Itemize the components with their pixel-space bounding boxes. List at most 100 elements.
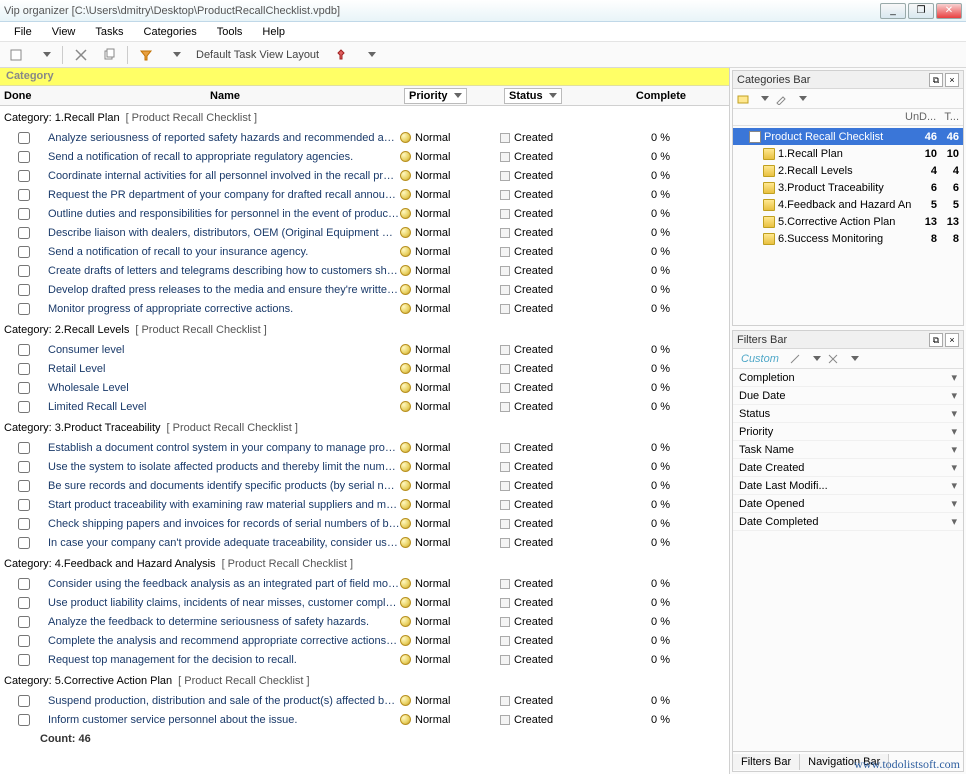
done-checkbox[interactable]	[4, 208, 44, 220]
task-status[interactable]: Created	[500, 284, 600, 296]
task-status[interactable]: Created	[500, 695, 600, 707]
filter-item[interactable]: Date Last Modifi...▾	[733, 477, 963, 495]
menu-view[interactable]: View	[44, 24, 84, 40]
task-status[interactable]: Created	[500, 499, 600, 511]
done-checkbox[interactable]	[4, 597, 44, 609]
edit-icon[interactable]	[775, 93, 787, 105]
task-priority[interactable]: Normal	[400, 695, 500, 707]
task-row[interactable]: Coordinate internal activities for all p…	[0, 166, 729, 185]
task-row[interactable]: Limited Recall LevelNormalCreated0 %	[0, 397, 729, 416]
task-row[interactable]: Establish a document control system in y…	[0, 438, 729, 457]
close-button[interactable]: ✕	[936, 3, 962, 19]
task-row[interactable]: Monitor progress of appropriate correcti…	[0, 299, 729, 318]
chevron-down-icon[interactable]	[755, 93, 769, 105]
done-checkbox[interactable]	[4, 537, 44, 549]
filter-item[interactable]: Task Name▾	[733, 441, 963, 459]
done-checkbox[interactable]	[4, 578, 44, 590]
task-status[interactable]: Created	[500, 132, 600, 144]
menu-categories[interactable]: Categories	[136, 24, 205, 40]
grid-body[interactable]: Category: 1.Recall Plan[ Product Recall …	[0, 106, 729, 774]
task-status[interactable]: Created	[500, 246, 600, 258]
tab-filters-bar[interactable]: Filters Bar	[733, 754, 800, 770]
filter-item[interactable]: Date Created▾	[733, 459, 963, 477]
task-row[interactable]: Send a notification of recall to appropr…	[0, 147, 729, 166]
done-checkbox[interactable]	[4, 480, 44, 492]
close-icon[interactable]: ×	[945, 73, 959, 87]
task-status[interactable]: Created	[500, 382, 600, 394]
tree-item[interactable]: 4.Feedback and Hazard Analys55	[733, 196, 963, 213]
tree-col-undone[interactable]: UnD...	[905, 111, 935, 123]
chevron-down-icon[interactable]	[164, 45, 184, 65]
col-done[interactable]: Done	[0, 90, 50, 102]
category-row[interactable]: Category: 2.Recall Levels[ Product Recal…	[0, 318, 729, 340]
task-priority[interactable]: Normal	[400, 442, 500, 454]
task-row[interactable]: Suspend production, distribution and sal…	[0, 691, 729, 710]
task-status[interactable]: Created	[500, 208, 600, 220]
tree-item[interactable]: 3.Product Traceability66	[733, 179, 963, 196]
tree-item[interactable]: 5.Corrective Action Plan1313	[733, 213, 963, 230]
done-checkbox[interactable]	[4, 151, 44, 163]
minimize-button[interactable]: _	[880, 3, 906, 19]
chevron-down-icon[interactable]	[34, 45, 54, 65]
task-status[interactable]: Created	[500, 461, 600, 473]
task-priority[interactable]: Normal	[400, 344, 500, 356]
custom-filter-label[interactable]: Custom	[737, 351, 783, 367]
task-row[interactable]: Wholesale LevelNormalCreated0 %	[0, 378, 729, 397]
task-row[interactable]: Request the PR department of your compan…	[0, 185, 729, 204]
restore-icon[interactable]: ⧉	[929, 73, 943, 87]
task-priority[interactable]: Normal	[400, 714, 500, 726]
task-row[interactable]: Send a notification of recall to your in…	[0, 242, 729, 261]
task-priority[interactable]: Normal	[400, 227, 500, 239]
task-priority[interactable]: Normal	[400, 265, 500, 277]
task-priority[interactable]: Normal	[400, 597, 500, 609]
filter-item[interactable]: Priority▾	[733, 423, 963, 441]
category-row[interactable]: Category: 4.Feedback and Hazard Analysis…	[0, 552, 729, 574]
tree-col-total[interactable]: T...	[935, 111, 959, 123]
task-row[interactable]: Use the system to isolate affected produ…	[0, 457, 729, 476]
task-status[interactable]: Created	[500, 303, 600, 315]
copy-icon[interactable]	[99, 45, 119, 65]
filter-item[interactable]: Date Completed▾	[733, 513, 963, 531]
task-priority[interactable]: Normal	[400, 208, 500, 220]
task-row[interactable]: Create drafts of letters and telegrams d…	[0, 261, 729, 280]
tree-item[interactable]: 6.Success Monitoring88	[733, 230, 963, 247]
filter-icon[interactable]	[136, 45, 156, 65]
new-icon[interactable]	[6, 45, 26, 65]
task-priority[interactable]: Normal	[400, 151, 500, 163]
task-priority[interactable]: Normal	[400, 518, 500, 530]
cut-icon[interactable]	[71, 45, 91, 65]
task-priority[interactable]: Normal	[400, 246, 500, 258]
done-checkbox[interactable]	[4, 303, 44, 315]
done-checkbox[interactable]	[4, 189, 44, 201]
category-row[interactable]: Category: 3.Product Traceability[ Produc…	[0, 416, 729, 438]
task-status[interactable]: Created	[500, 170, 600, 182]
chevron-down-icon[interactable]	[793, 93, 807, 105]
task-row[interactable]: Request top management for the decision …	[0, 650, 729, 669]
category-band[interactable]: Category	[0, 68, 729, 86]
task-status[interactable]: Created	[500, 151, 600, 163]
task-status[interactable]: Created	[500, 714, 600, 726]
task-priority[interactable]: Normal	[400, 189, 500, 201]
menu-help[interactable]: Help	[254, 24, 293, 40]
restore-icon[interactable]: ⧉	[929, 333, 943, 347]
task-priority[interactable]: Normal	[400, 382, 500, 394]
task-status[interactable]: Created	[500, 401, 600, 413]
task-row[interactable]: Complete the analysis and recommend appr…	[0, 631, 729, 650]
task-priority[interactable]: Normal	[400, 537, 500, 549]
done-checkbox[interactable]	[4, 344, 44, 356]
col-name[interactable]: Name	[50, 90, 400, 102]
done-checkbox[interactable]	[4, 132, 44, 144]
done-checkbox[interactable]	[4, 635, 44, 647]
task-row[interactable]: In case your company can't provide adequ…	[0, 533, 729, 552]
filter-item[interactable]: Date Opened▾	[733, 495, 963, 513]
task-status[interactable]: Created	[500, 442, 600, 454]
task-priority[interactable]: Normal	[400, 616, 500, 628]
tree-item[interactable]: 1.Recall Plan1010	[733, 145, 963, 162]
task-status[interactable]: Created	[500, 344, 600, 356]
done-checkbox[interactable]	[4, 401, 44, 413]
task-status[interactable]: Created	[500, 635, 600, 647]
done-checkbox[interactable]	[4, 695, 44, 707]
categories-tree[interactable]: Product Recall Checklist46461.Recall Pla…	[733, 126, 963, 249]
task-row[interactable]: Inform customer service personnel about …	[0, 710, 729, 729]
menu-tasks[interactable]: Tasks	[87, 24, 131, 40]
